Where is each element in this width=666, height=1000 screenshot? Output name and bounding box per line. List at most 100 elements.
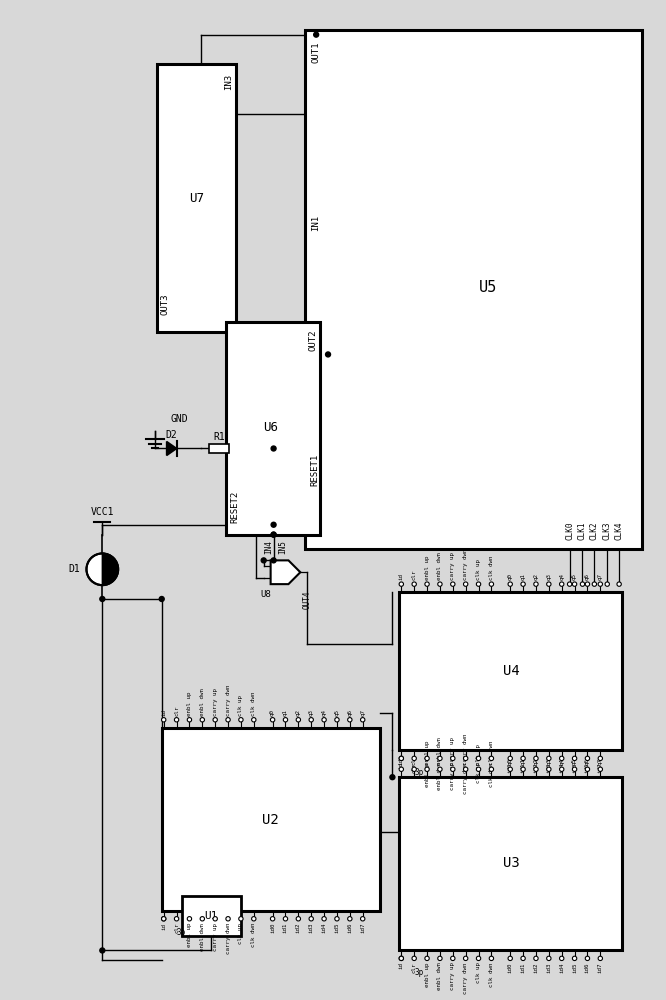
Text: RESET2: RESET2 [230,491,240,523]
Circle shape [559,956,564,961]
Text: CLK0: CLK0 [565,521,574,540]
Circle shape [464,756,468,761]
Text: clk dwn: clk dwn [489,962,494,987]
Text: id0: id0 [507,762,513,773]
Text: CLK3: CLK3 [603,521,612,540]
Circle shape [521,767,525,771]
Circle shape [438,956,442,961]
Circle shape [399,956,404,961]
Circle shape [174,917,178,921]
Text: IN1: IN1 [310,215,320,231]
Text: id5: id5 [572,962,577,973]
Text: U3: U3 [503,856,519,870]
Circle shape [598,767,603,771]
Text: U4: U4 [503,664,519,678]
Text: q3: q3 [309,709,314,716]
Text: enbl up: enbl up [424,962,430,987]
Text: id1: id1 [521,762,525,773]
Text: clk up: clk up [238,695,244,716]
Circle shape [476,582,481,586]
Circle shape [425,756,429,761]
Circle shape [322,917,326,921]
Circle shape [476,956,481,961]
Circle shape [464,956,468,961]
Circle shape [187,718,192,722]
Text: clk up: clk up [476,559,481,580]
Bar [182,896,241,936]
Circle shape [399,582,404,586]
Circle shape [490,756,494,761]
Circle shape [412,956,416,961]
Text: clr: clr [412,755,417,765]
Text: enbl up: enbl up [187,923,192,947]
Circle shape [252,917,256,921]
Circle shape [508,767,512,771]
Text: q7: q7 [598,758,603,765]
Text: U6: U6 [263,421,278,434]
Text: carry up: carry up [450,962,456,990]
Circle shape [598,582,603,586]
Circle shape [572,767,577,771]
Text: IN5: IN5 [278,541,287,554]
Text: enbl dwn: enbl dwn [438,737,442,765]
Circle shape [533,756,538,761]
Text: q5: q5 [572,758,577,765]
Bar [305,30,642,549]
Circle shape [271,532,276,537]
Circle shape [559,582,564,586]
Polygon shape [166,442,176,455]
Text: enbl dwn: enbl dwn [438,552,442,580]
Text: id4: id4 [559,962,564,973]
Text: q4: q4 [322,709,326,716]
Circle shape [547,956,551,961]
Text: id6: id6 [585,762,590,773]
Circle shape [412,756,416,761]
Text: D1: D1 [69,564,81,574]
Circle shape [213,917,217,921]
Text: q2: q2 [533,573,539,580]
Circle shape [238,917,243,921]
Wedge shape [103,553,118,585]
Circle shape [490,956,494,961]
Circle shape [226,917,230,921]
Circle shape [585,767,589,771]
Text: U1: U1 [204,911,218,921]
Circle shape [412,767,416,771]
Text: carry dwn: carry dwn [463,962,468,994]
Text: id4: id4 [322,923,326,933]
Text: q2: q2 [296,709,301,716]
Text: id1: id1 [283,923,288,933]
Text: id6: id6 [348,923,352,933]
Circle shape [490,582,494,586]
Circle shape [438,756,442,761]
Circle shape [476,767,481,771]
Circle shape [508,956,512,961]
Text: clk dwn: clk dwn [251,923,256,947]
Circle shape [464,582,468,586]
Circle shape [335,917,339,921]
Text: enbl dwn: enbl dwn [200,923,205,951]
Text: OUT1: OUT1 [312,42,320,63]
Circle shape [559,756,564,761]
Text: clk up: clk up [476,962,481,983]
Polygon shape [270,560,300,584]
Text: id7: id7 [598,762,603,773]
Circle shape [572,582,577,586]
Circle shape [283,917,288,921]
Circle shape [348,917,352,921]
Text: D2: D2 [166,430,178,440]
Circle shape [521,956,525,961]
Text: q3: q3 [546,758,551,765]
Text: IN4: IN4 [264,541,273,554]
Text: clr: clr [174,705,179,716]
Text: enbl dwn: enbl dwn [438,762,442,790]
Text: id7: id7 [598,962,603,973]
Circle shape [309,718,314,722]
Text: U5: U5 [480,280,498,295]
Text: IN3: IN3 [224,74,234,90]
Circle shape [533,582,538,586]
Circle shape [592,582,597,586]
Text: carry up: carry up [450,737,456,765]
Circle shape [399,767,404,771]
Text: CLK1: CLK1 [578,521,587,540]
